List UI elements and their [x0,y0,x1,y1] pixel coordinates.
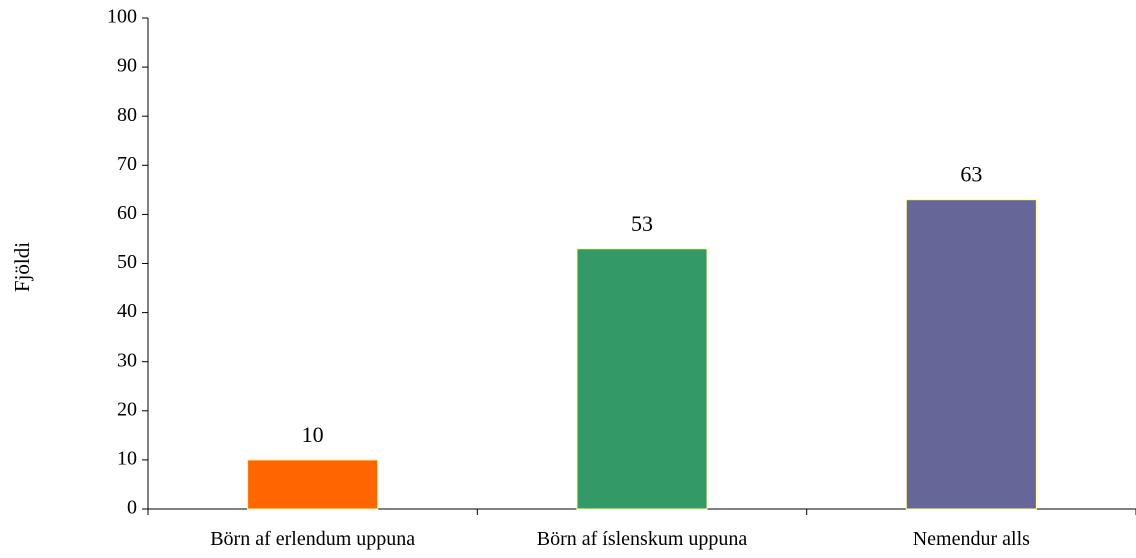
data-label: 63 [960,162,982,187]
bar [247,459,379,510]
y-tick-label: 0 [127,497,137,519]
x-tick-label: Börn af íslenskum uppuna [537,528,748,550]
y-axis-title: Fjöldi [10,242,34,292]
bars [247,199,1037,510]
y-tick-label: 50 [117,251,137,273]
data-label: 10 [302,422,324,447]
data-labels: 10 53 63 [302,162,983,447]
y-tick-label: 90 [117,55,137,77]
y-tick-label: 80 [117,104,137,126]
y-axis: 0 10 20 30 40 50 60 70 80 90 100 [107,6,149,519]
y-tick-label: 40 [117,300,137,322]
y-tick-label: 20 [117,398,137,420]
x-tick-label: Börn af erlendum uppuna [210,528,415,550]
y-tick-label: 10 [117,447,137,469]
bar [576,248,708,510]
data-label: 53 [631,211,653,236]
x-tick-label: Nemendur alls [913,528,1030,550]
y-tick-label: 30 [117,349,137,371]
x-axis: Börn af erlendum uppuna Börn af íslenskum… [147,508,1136,550]
bar [905,199,1037,510]
y-tick-label: 60 [117,202,137,224]
y-tick-label: 70 [117,153,137,175]
y-tick-label: 100 [107,6,137,28]
